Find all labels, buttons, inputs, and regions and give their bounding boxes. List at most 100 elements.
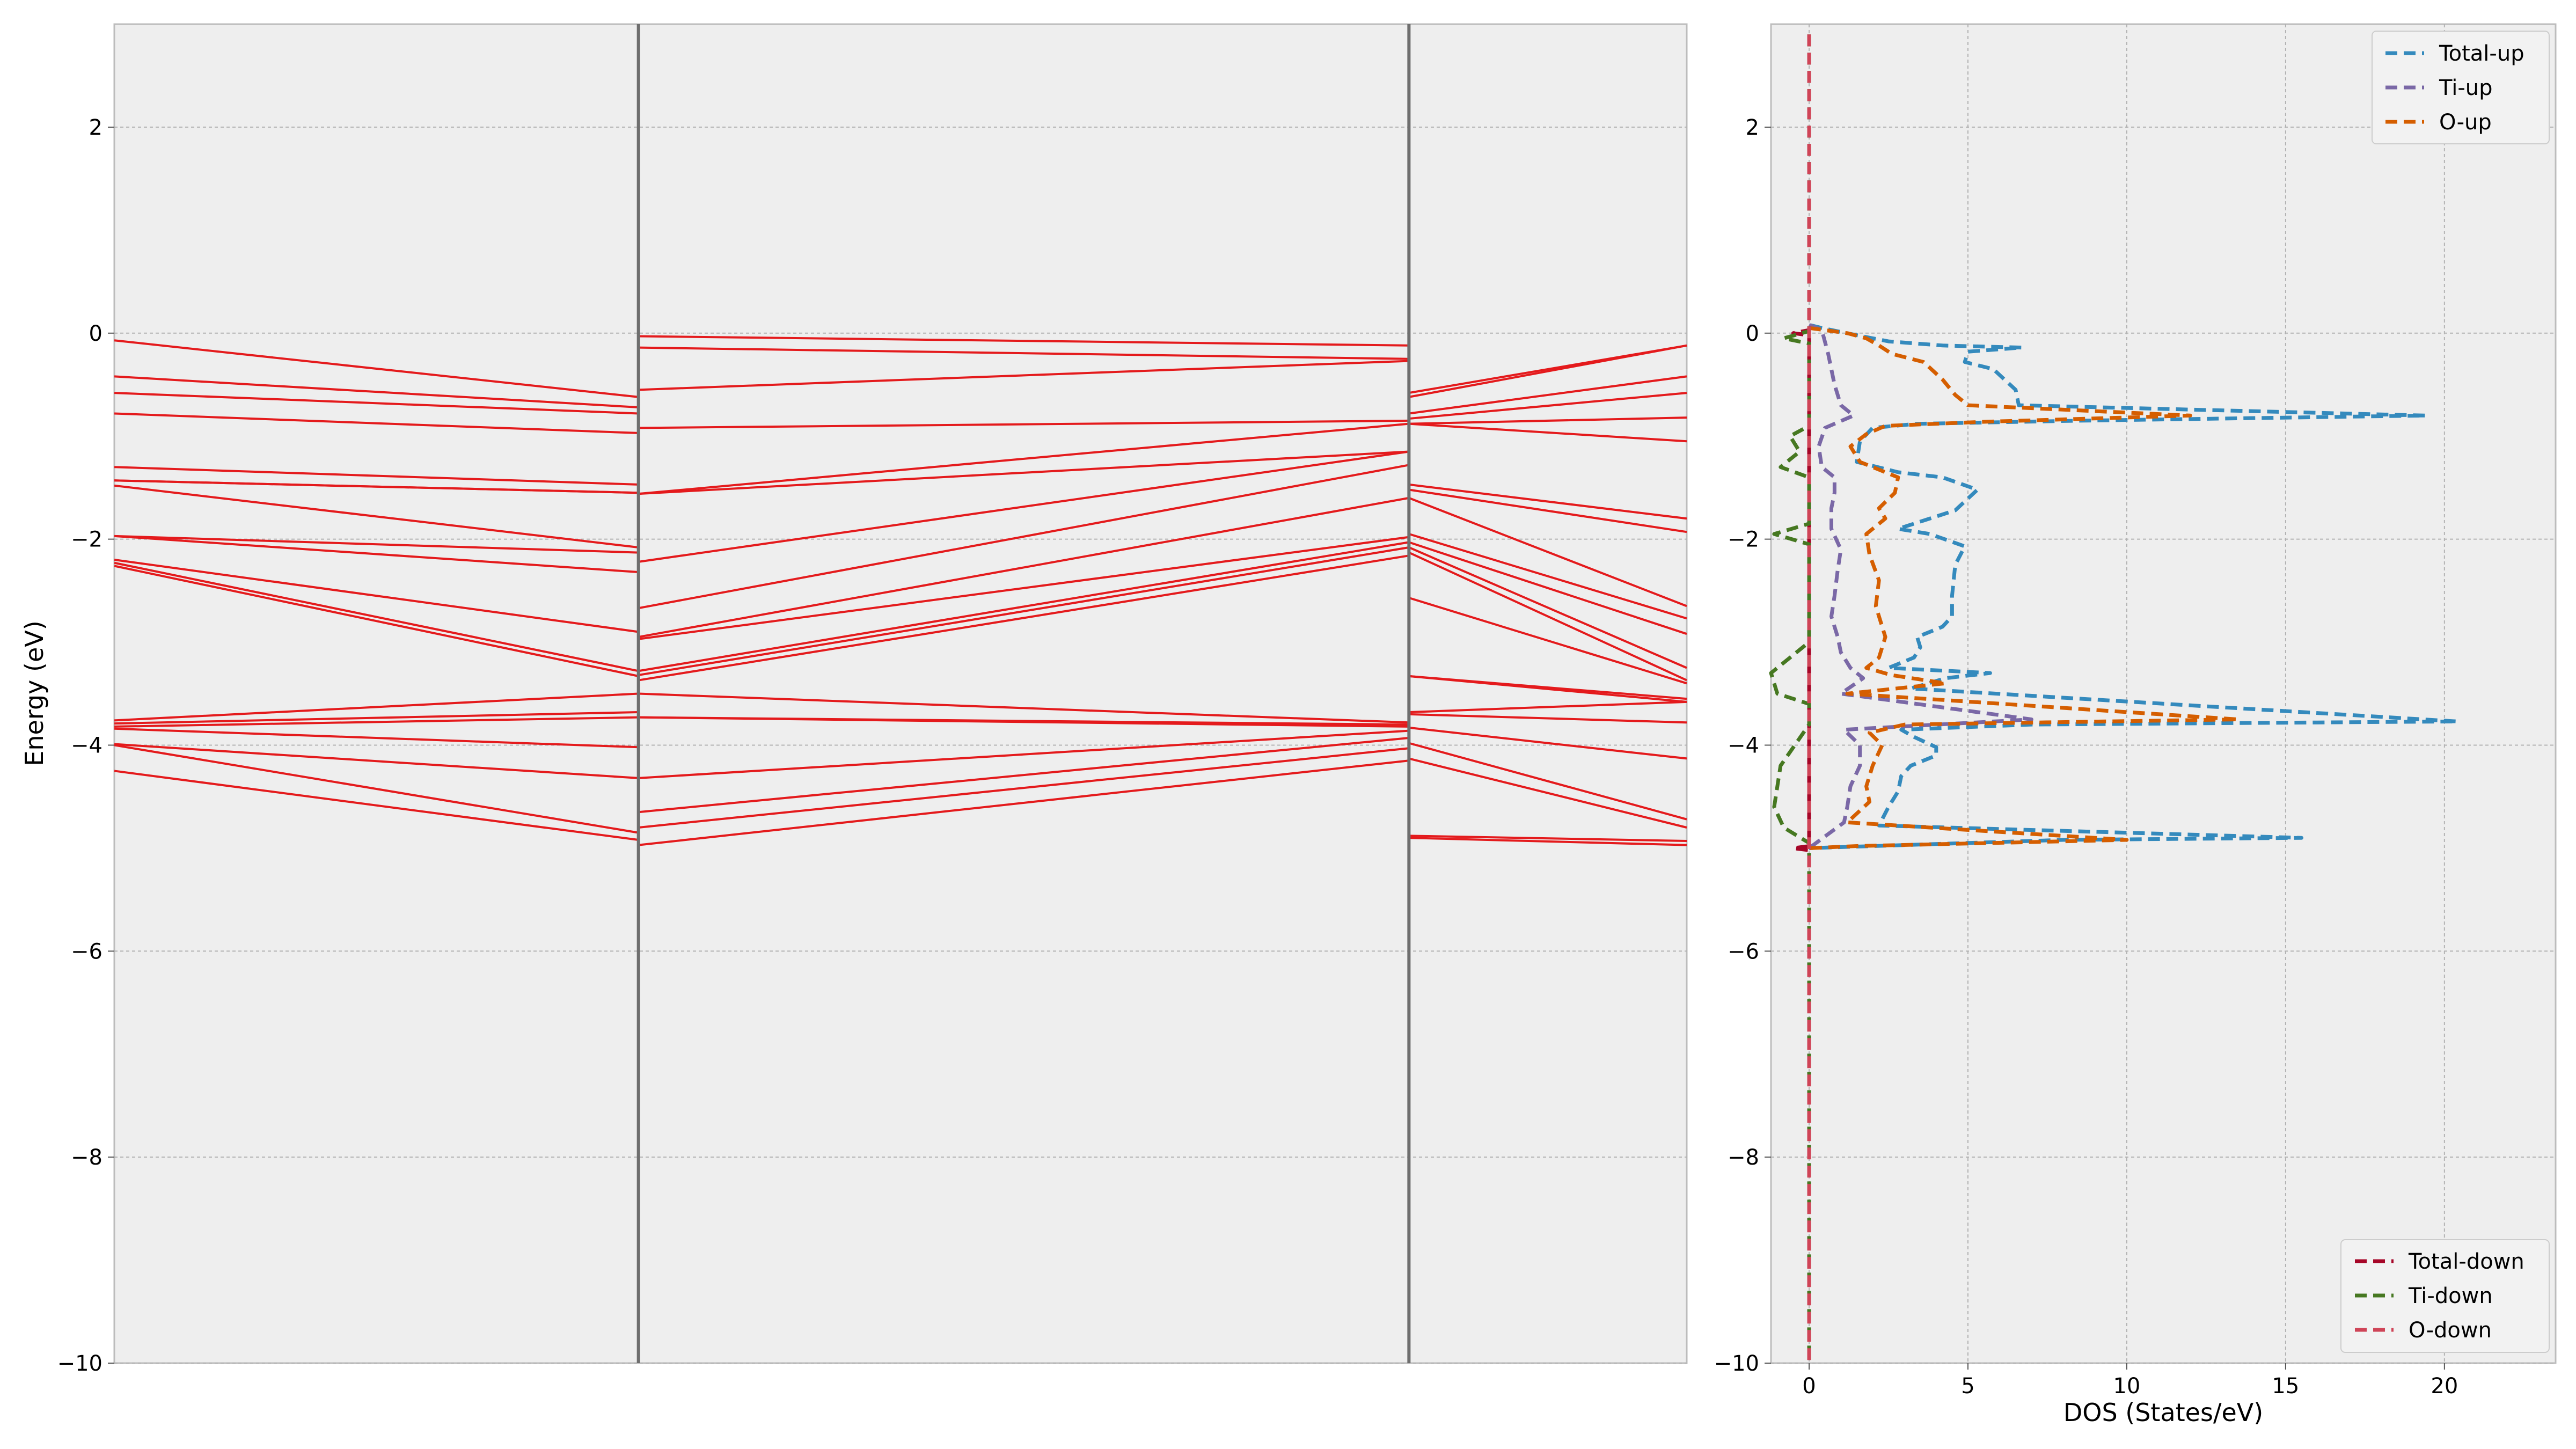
dos-x-tick-label: 5: [1961, 1374, 1974, 1399]
band-line-seg3-4: [1409, 392, 1687, 420]
dos-x-axis-label: DOS (States/eV): [2063, 1398, 2263, 1427]
band-structure-panel: −10 −8 −6 −4 −2 0 2 Energy (eV): [20, 23, 1688, 1376]
dos-series-o-up: [1809, 326, 2240, 850]
band-line-seg1-9: [114, 535, 639, 554]
band-line-seg1-19: [114, 744, 639, 834]
band-line-seg3-7: [1409, 483, 1687, 520]
dos-y-tick-label: −8: [1728, 1145, 1759, 1170]
legend-lower-frame: [2340, 1239, 2550, 1353]
band-line-seg1-2: [114, 375, 639, 408]
dos-panel: 0 5 10 15 20 −10 −8 −6 −4 −2 0 2 DOS (States/eV) T…: [1714, 23, 2557, 1427]
dos-x-tick-label: 10: [2113, 1374, 2140, 1399]
band-line-seg2-8: [638, 464, 1409, 610]
band-line-seg3-2: [1409, 344, 1687, 398]
band-gridlines: [114, 126, 1687, 1364]
dos-x-ticks: 0 5 10 15 20: [1802, 1363, 2458, 1399]
legend-upper-frame: [2372, 31, 2550, 144]
band-y-tick-label: −6: [71, 939, 103, 964]
legend-label-o-down: O-down: [2409, 1318, 2492, 1343]
band-plot-area: [113, 23, 1688, 1364]
band-y-axis-label: Energy (eV): [20, 620, 49, 766]
dos-y-tick-label: 2: [1746, 115, 1759, 140]
band-line-seg2-6: [638, 450, 1409, 495]
band-line-seg2-18: [638, 737, 1409, 814]
legend-label-total-up: Total-up: [2439, 41, 2524, 66]
band-line-seg3-9: [1408, 496, 1687, 608]
dos-y-tick-label: 0: [1746, 321, 1759, 346]
band-line-seg2-13: [638, 554, 1409, 682]
legend-lower: Total-down Ti-down O-down: [2340, 1239, 2550, 1353]
band-line-seg2-2: [638, 346, 1409, 360]
dos-y-tick-label: −6: [1728, 939, 1759, 964]
band-line-seg1-1: [114, 339, 639, 398]
dos-x-tick-label: 0: [1802, 1374, 1816, 1399]
band-line-seg3-21: [1408, 757, 1687, 829]
legend-upper: Total-up Ti-up O-up: [2372, 31, 2550, 144]
band-line-seg3-22: [1409, 835, 1687, 842]
band-line-seg2-20: [638, 759, 1409, 846]
dos-lines: [1769, 34, 2459, 1363]
band-line-seg2-5: [638, 422, 1409, 495]
band-line-seg1-18: [114, 743, 639, 779]
band-line-seg1-10: [114, 535, 639, 574]
band-line-seg3-20: [1408, 742, 1687, 821]
legend-label-o-up: O-up: [2439, 110, 2492, 135]
band-line-seg3-13: [1408, 551, 1687, 682]
dos-x-tick-label: 15: [2272, 1374, 2299, 1399]
kpoint-boundaries: [636, 24, 1411, 1363]
band-line-seg1-16: [114, 716, 639, 728]
legend-label-ti-up: Ti-up: [2439, 76, 2493, 100]
band-y-tick-label: −2: [71, 528, 103, 552]
band-line-seg2-10: [638, 536, 1409, 640]
band-line-seg3-12: [1408, 546, 1687, 669]
band-y-ticks: −10 −8 −6 −4 −2 0 2: [57, 115, 114, 1376]
band-line-seg2-12: [638, 546, 1409, 676]
band-line-seg1-4: [114, 412, 639, 434]
band-line-seg1-3: [114, 392, 639, 415]
band-line-seg1-17: [114, 727, 639, 749]
dos-y-ticks: −10 −8 −6 −4 −2 0 2: [1714, 115, 1771, 1376]
band-line-seg3-17: [1409, 700, 1687, 714]
band-line-seg2-7: [638, 450, 1409, 563]
band-line-seg3-14: [1408, 597, 1687, 685]
band-line-seg3-5: [1409, 416, 1687, 425]
dos-x-tick-label: 20: [2431, 1374, 2458, 1399]
band-y-tick-label: −8: [71, 1145, 103, 1170]
band-line-seg1-15: [114, 711, 639, 725]
band-line-seg3-19: [1409, 726, 1687, 760]
dos-y-tick-label: −10: [1714, 1351, 1759, 1376]
band-y-tick-label: −10: [57, 1351, 103, 1376]
band-line-seg1-12: [114, 561, 639, 672]
band-lines: [114, 335, 1687, 846]
band-line-seg3-18: [1409, 713, 1687, 724]
dos-series-total-up: [1807, 34, 2459, 850]
legend-label-total-down: Total-down: [2408, 1249, 2524, 1274]
band-line-seg2-4: [638, 419, 1409, 429]
band-line-seg1-11: [114, 559, 639, 633]
dos-y-tick-label: −2: [1728, 528, 1759, 552]
band-line-seg3-16: [1409, 675, 1687, 703]
band-line-seg3-6: [1409, 422, 1687, 443]
band-line-seg1-8: [114, 484, 639, 548]
band-line-seg2-14: [638, 692, 1409, 724]
band-line-seg2-16: [638, 716, 1409, 728]
band-line-seg2-1: [638, 335, 1409, 347]
band-line-seg1-20: [114, 770, 639, 841]
band-line-seg3-11: [1408, 541, 1687, 635]
dos-y-tick-label: −4: [1728, 733, 1759, 758]
band-line-seg2-11: [638, 541, 1409, 672]
band-line-seg3-3: [1409, 375, 1687, 415]
band-line-seg1-14: [114, 692, 639, 722]
legend-label-ti-down: Ti-down: [2408, 1284, 2493, 1308]
dos-plot-area: [1770, 23, 2557, 1364]
band-line-seg3-8: [1409, 488, 1687, 533]
band-line-seg3-23: [1409, 837, 1687, 846]
band-line-seg1-7: [114, 479, 639, 494]
band-y-tick-label: 0: [89, 321, 103, 346]
band-line-seg1-5: [114, 466, 639, 486]
band-line-seg3-10: [1408, 533, 1687, 620]
dos-series-ti-up: [1807, 323, 2033, 850]
band-line-seg2-3: [638, 360, 1409, 391]
band-line-seg1-13: [114, 565, 639, 677]
